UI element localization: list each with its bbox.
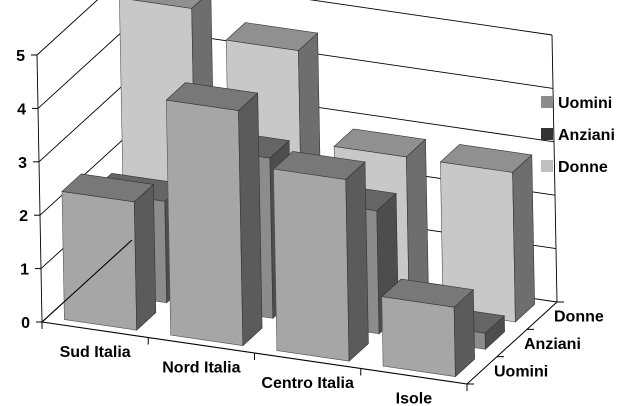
chart-axes: 0 1 2 3 4 5 Sud Italia Nord Italia Centro Italia… [16,48,604,406]
bar-top-face [131,0,202,9]
bar-donne-3 [439,144,535,323]
bar-side-face [238,92,263,347]
gridline-5 [36,0,553,56]
legend-swatch [541,96,553,108]
bar-uomini-3 [381,278,475,378]
chart-legend: Uomini Anziani Donne [541,95,615,176]
bar-top-face [225,22,319,51]
legend-label: Anziani [558,127,615,144]
wall-edge-2 [551,34,558,303]
bar-top-face [333,128,427,158]
y-tick-label: 5 [16,48,25,65]
y-tick-label: 1 [20,262,29,279]
floor-left-edge [41,239,133,323]
bar-side-face [512,154,535,323]
floor-right-edge [466,301,558,385]
bar-uomini-0 [61,173,157,331]
depth-tick-label: Donne [554,309,604,326]
legend-swatch [541,128,553,140]
bar-side-face [345,161,369,362]
bar-side-face [133,183,157,331]
y-tick-label: 2 [19,208,28,225]
x-tick-label: Sud Italia [60,344,131,361]
bar-top-face [165,82,259,111]
bar-front-face [165,99,244,346]
bar-top-face [381,278,474,308]
x-tick-label: Nord Italia [162,359,240,376]
legend-swatch [541,160,553,172]
bar-top-face [61,173,155,203]
bar-top-face [439,144,533,173]
depth-tick-label: Anziani [524,336,581,353]
bar-front-face [61,191,138,331]
bar-front-face [381,296,456,377]
bar-uomini-2 [272,151,369,362]
legend-label: Uomini [558,95,612,112]
y-tick-label: 0 [21,315,30,332]
bar-front-face [273,168,350,362]
wall-edge-0 [36,54,43,323]
depth-tick-label: Uomini [494,363,548,380]
chart-bars [61,0,535,378]
x-tick-label: Isole [396,390,433,406]
y-tick-label: 3 [18,155,27,172]
bar-uomini-1 [165,82,263,347]
x-tick-label: Centro Italia [261,375,354,392]
legend-label: Donne [558,159,608,176]
y-tick-label: 4 [17,101,26,118]
bar-top-face [272,151,366,180]
